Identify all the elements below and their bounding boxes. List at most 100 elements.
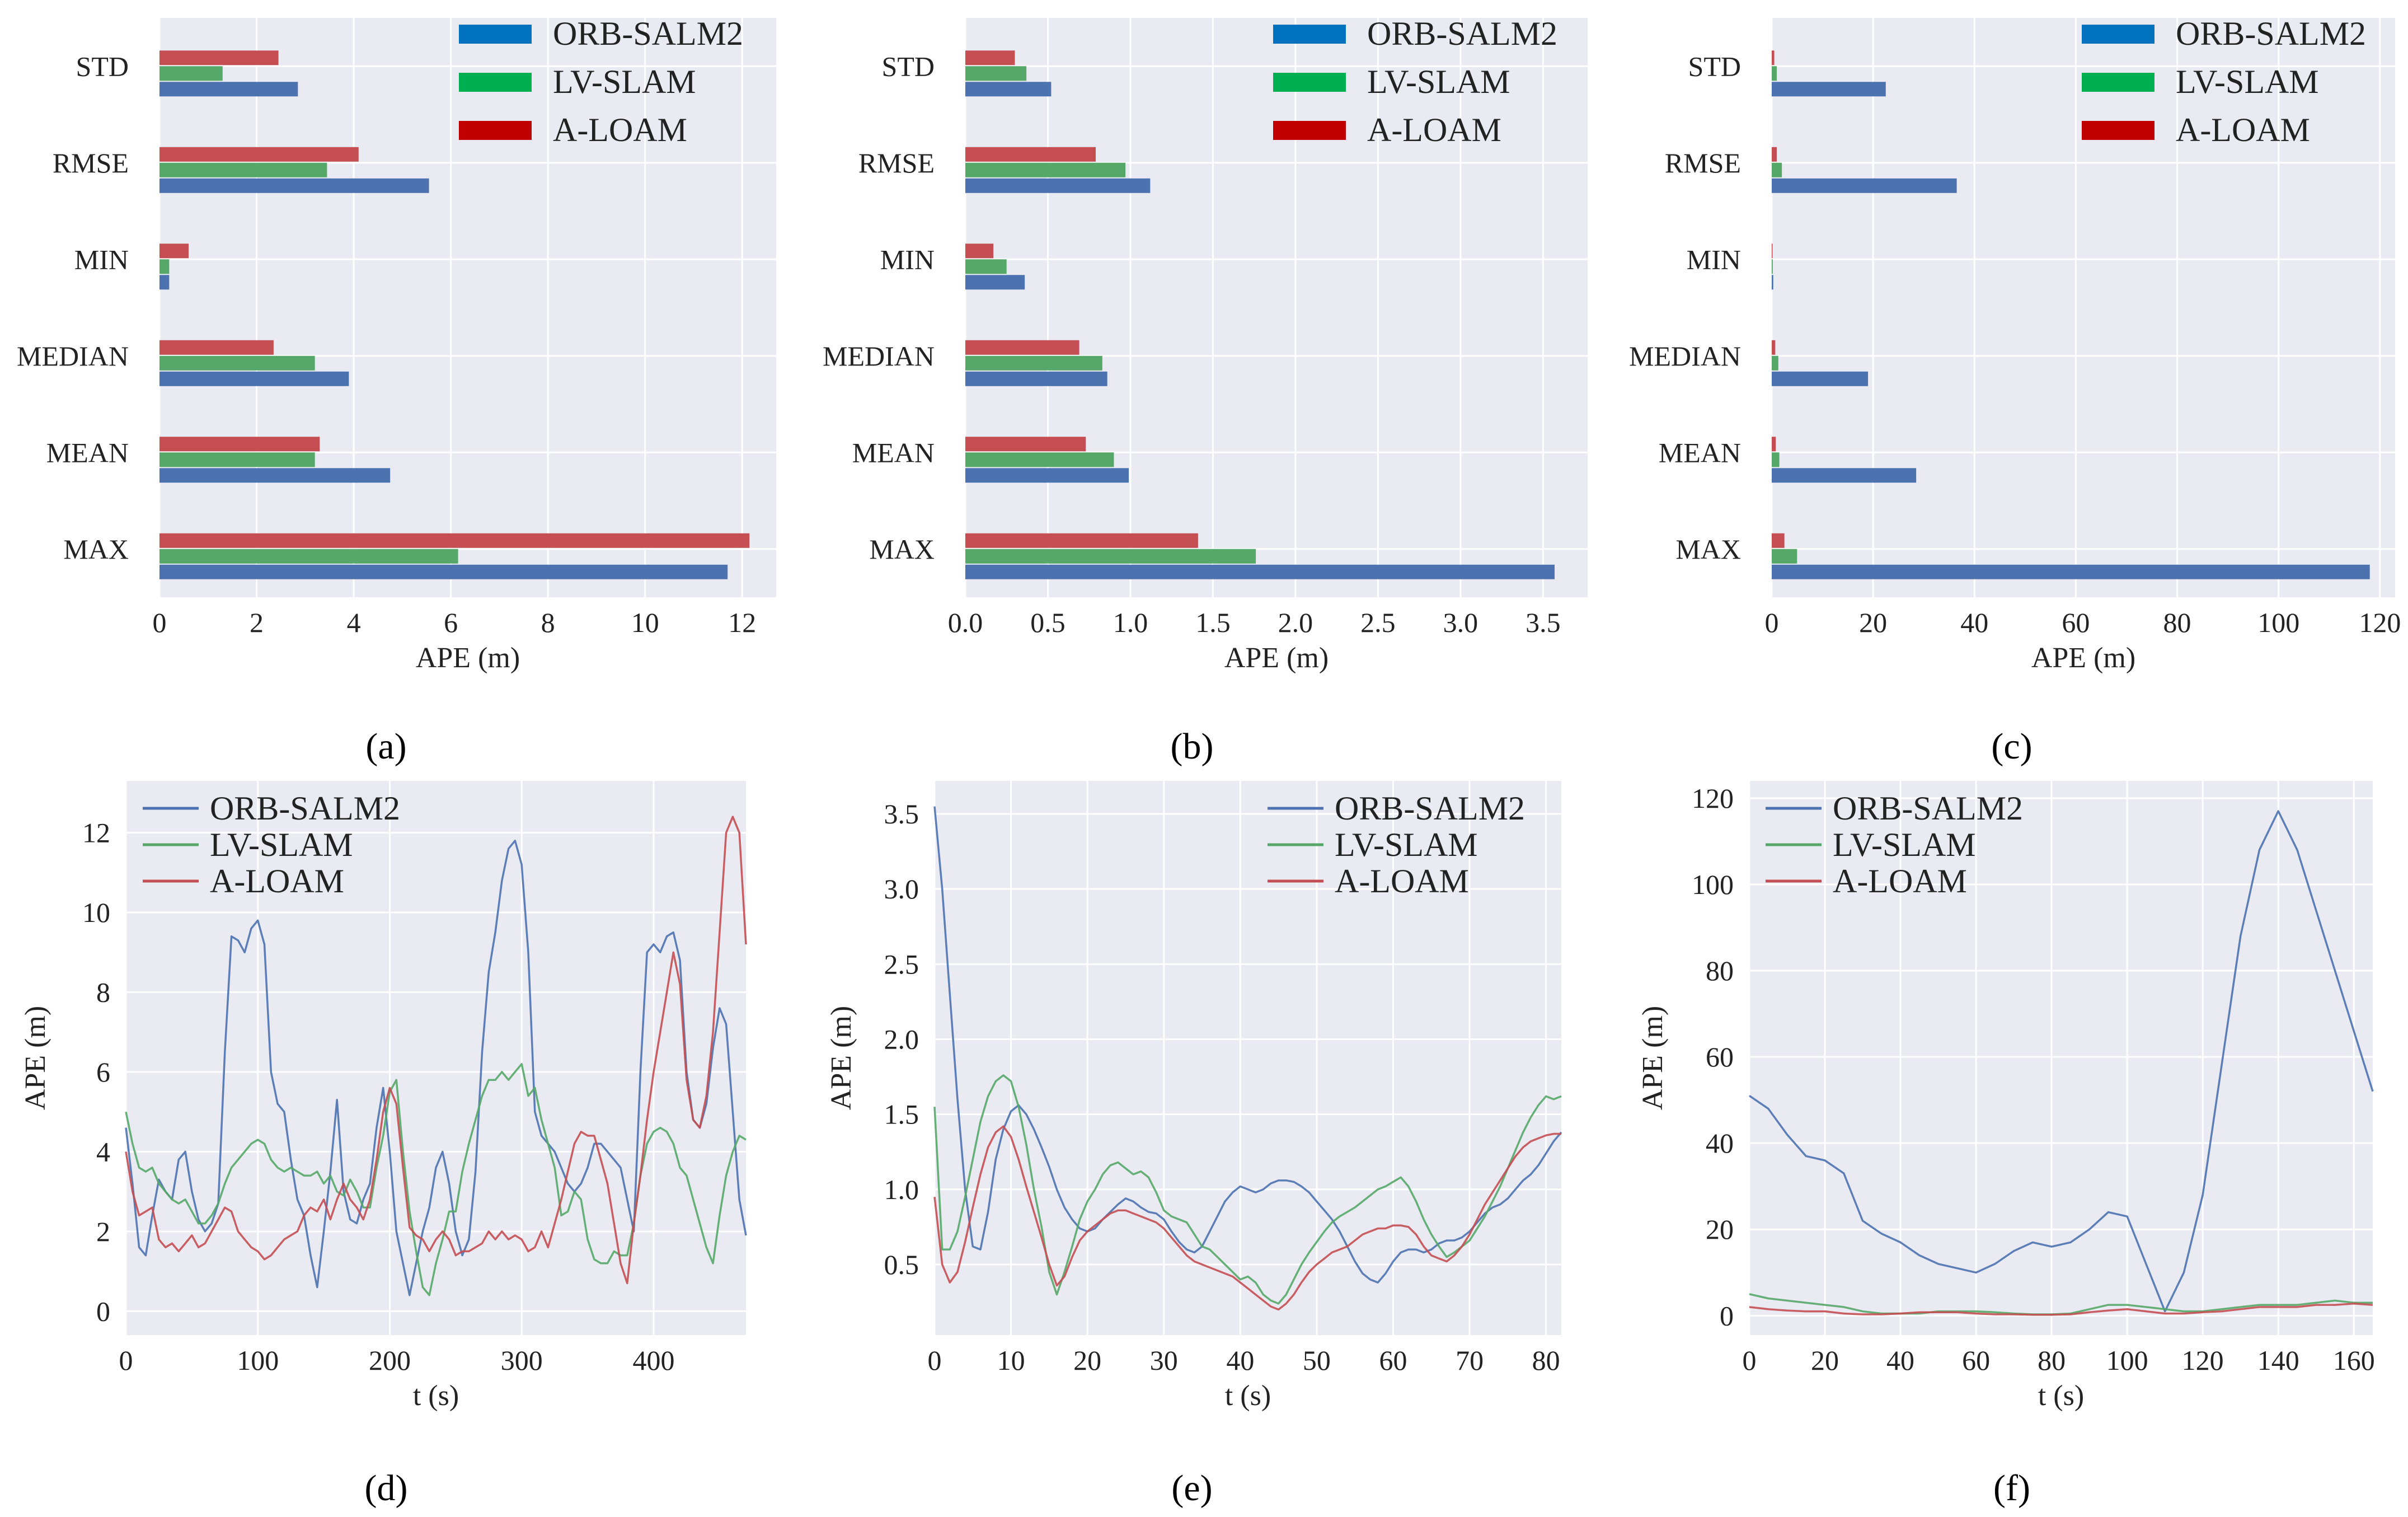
x-tick-label: 60: [2062, 607, 2090, 638]
bar-orb-salm2-rmse: [965, 178, 1151, 193]
bar-lv-slam-mean: [1772, 452, 1780, 467]
x-tick-label: 100: [2106, 1345, 2148, 1376]
bar-orb-salm2-std: [965, 82, 1052, 97]
x-tick-label: 200: [369, 1345, 411, 1376]
bar-lv-slam-max: [159, 549, 458, 564]
bar-a-loam-max: [1772, 533, 1785, 548]
bar-a-loam-min: [1772, 244, 1773, 259]
y-tick-label: 80: [1706, 955, 1734, 986]
plot-area: [935, 781, 1561, 1335]
x-tick-label: 100: [237, 1345, 279, 1376]
plot-area: [126, 781, 746, 1335]
y-tick-label: STD: [882, 50, 935, 82]
legend-label-lv-slam: LV-SLAM: [1367, 63, 1510, 100]
series-line-a-loam: [125, 816, 747, 1285]
bar-lv-slam-rmse: [965, 162, 1126, 177]
y-tick-label: 12: [82, 817, 110, 849]
bar-orb-salm2-min: [1772, 275, 1773, 290]
x-tick-label: 70: [1456, 1345, 1484, 1376]
plot-area: [1749, 781, 2373, 1335]
x-axis-label: t (s): [413, 1380, 459, 1412]
bar-orb-salm2-mean: [159, 468, 391, 483]
x-tick-label: 10: [631, 607, 659, 638]
bar-lv-slam-std: [1772, 66, 1777, 81]
x-tick-label: 120: [2182, 1345, 2224, 1376]
bar-lv-slam-min: [965, 259, 1007, 274]
x-tick-label: 60: [1379, 1345, 1407, 1376]
y-tick-label: RMSE: [1665, 147, 1741, 179]
legend-label-orb-salm2: ORB-SALM2: [1335, 790, 1525, 827]
bar-lv-slam-mean: [159, 452, 315, 467]
x-tick-label: 0: [153, 607, 167, 638]
chart-2: 0.0 0.5 1.0 1.5 2.0 2.5 3.0 3.5 MAX MEAN MEDIAN MIN…: [823, 15, 1588, 674]
y-tick-label: MEAN: [46, 437, 129, 468]
y-tick-label: 40: [1706, 1127, 1734, 1159]
bar-lv-slam-std: [965, 66, 1027, 81]
y-tick-label: 3.5: [884, 798, 919, 830]
x-tick-label: 120: [2359, 607, 2401, 638]
bar-lv-slam-mean: [965, 452, 1114, 467]
y-tick-label: RMSE: [858, 147, 935, 179]
bar-lv-slam-median: [159, 355, 315, 371]
bar-orb-salm2-min: [965, 275, 1025, 290]
bar-a-loam-median: [1772, 340, 1776, 355]
plot-area: [1772, 18, 2395, 597]
bar-a-loam-std: [1772, 50, 1775, 65]
x-tick-label: 80: [2163, 607, 2191, 638]
bar-a-loam-median: [159, 340, 274, 355]
y-axis-label: APE (m): [1637, 1006, 1669, 1110]
y-tick-label: 1.0: [884, 1174, 919, 1205]
y-tick-label: 60: [1706, 1041, 1734, 1073]
x-tick-label: 3.5: [1525, 607, 1561, 638]
y-tick-label: STD: [76, 50, 129, 82]
bar-lv-slam-rmse: [159, 162, 327, 177]
series-line-a-loam: [933, 1125, 1561, 1311]
x-tick-label: 160: [2333, 1345, 2375, 1376]
panel-label-d: (d): [365, 1468, 408, 1509]
bar-lv-slam-rmse: [1772, 162, 1782, 177]
x-tick-label: 1.0: [1113, 607, 1148, 638]
x-tick-label: 140: [2257, 1345, 2299, 1376]
x-axis-label: APE (m): [416, 642, 520, 674]
bar-a-loam-std: [159, 50, 279, 65]
series-line-lv-slam: [933, 1074, 1562, 1305]
y-tick-label: 0: [1720, 1300, 1734, 1331]
x-tick-label: 20: [1811, 1345, 1839, 1376]
x-tick-label: 300: [501, 1345, 543, 1376]
bar-orb-salm2-max: [159, 564, 728, 579]
x-tick-label: 60: [1962, 1345, 1990, 1376]
legend-swatch-orb-salm2: [1273, 25, 1346, 44]
x-tick-label: 40: [1960, 607, 1988, 638]
legend-label-lv-slam: LV-SLAM: [210, 826, 353, 863]
x-tick-label: 30: [1150, 1345, 1178, 1376]
y-tick-label: RMSE: [53, 147, 129, 179]
bar-orb-salm2-std: [159, 82, 298, 97]
chart-4: 0 100 200 300 400 0 2 4 6 8 10 12 APE (m) t (s) ORB-SA…: [20, 781, 747, 1412]
bar-orb-salm2-median: [159, 371, 349, 386]
legend-label-orb-salm2: ORB-SALM2: [1833, 790, 2023, 827]
x-tick-label: 40: [1886, 1345, 1914, 1376]
chart-3: 0 20 40 60 80 100 120 MAX MEAN MEDIAN MIN RMSE STD AP…: [1629, 15, 2401, 674]
bar-lv-slam-max: [965, 549, 1256, 564]
panel-label-a: (a): [365, 726, 406, 767]
legend-swatch-a-loam: [2082, 121, 2154, 140]
x-tick-label: 50: [1303, 1345, 1331, 1376]
bar-lv-slam-median: [1772, 355, 1778, 371]
bar-orb-salm2-max: [965, 564, 1555, 579]
y-tick-label: MEAN: [852, 437, 935, 468]
x-tick-label: 80: [2038, 1345, 2066, 1376]
x-tick-label: 0: [928, 1345, 942, 1376]
legend-label-a-loam: A-LOAM: [553, 111, 687, 148]
x-tick-label: 4: [347, 607, 361, 638]
legend-swatch-lv-slam: [1273, 73, 1346, 92]
legend-label-lv-slam: LV-SLAM: [1335, 826, 1478, 863]
legend-swatch-orb-salm2: [2082, 25, 2154, 44]
x-tick-label: 0: [1765, 607, 1779, 638]
legend-label-a-loam: A-LOAM: [1367, 111, 1501, 148]
y-tick-label: MAX: [63, 533, 129, 565]
bar-lv-slam-std: [159, 66, 223, 81]
bar-orb-salm2-median: [965, 371, 1107, 386]
